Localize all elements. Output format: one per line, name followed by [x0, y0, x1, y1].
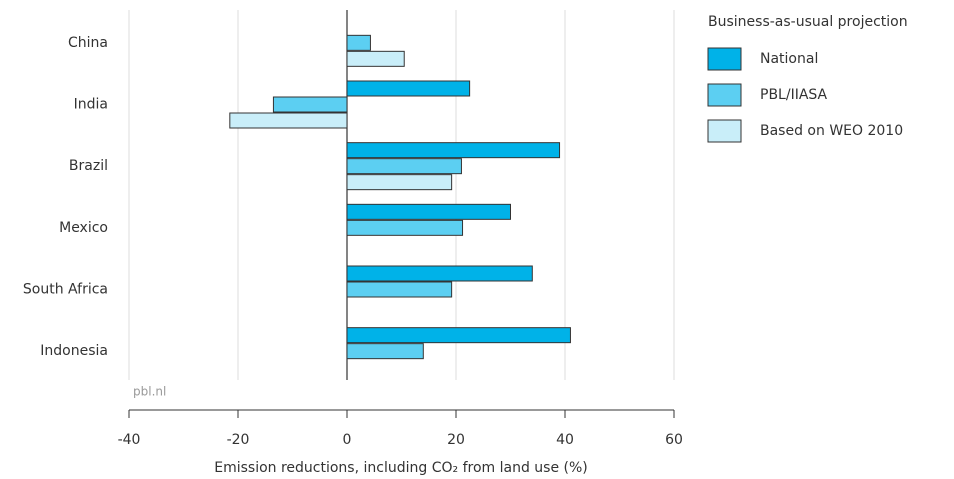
bar [346, 327, 571, 344]
bar [346, 174, 453, 191]
bar [346, 219, 464, 236]
y-tick-label: South Africa [23, 282, 108, 298]
y-tick-label: Indonesia [40, 343, 108, 359]
x-tick-label: 60 [665, 432, 683, 448]
bar [346, 203, 511, 220]
bar [346, 80, 471, 97]
bar [346, 281, 453, 298]
x-tick-label: -20 [227, 432, 250, 448]
legend-label: PBL/IIASA [760, 87, 828, 103]
bar [346, 50, 405, 67]
bar [346, 343, 424, 360]
bar [346, 142, 561, 159]
source: pbl.nl [133, 385, 166, 399]
bar [229, 112, 348, 129]
y-tick-label: Brazil [69, 158, 108, 174]
legend-label: Based on WEO 2010 [760, 123, 903, 139]
legend-swatch [707, 119, 742, 143]
x-tick-label: -40 [118, 432, 141, 448]
y-tick-label: China [68, 35, 108, 51]
legend-swatch [707, 83, 742, 107]
x-tick-label: 40 [556, 432, 574, 448]
x-tick-label: 20 [447, 432, 465, 448]
y-tick-label: India [74, 97, 108, 113]
x-axis-title: Emission reductions, including CO₂ from … [214, 460, 588, 475]
bar [346, 265, 533, 282]
y-tick-label: Mexico [59, 220, 108, 236]
x-tick-label: 0 [343, 432, 352, 448]
legend-title: Business-as-usual projection [708, 14, 908, 30]
legend-label: National [760, 51, 818, 67]
bar [346, 34, 371, 51]
legend-swatch [707, 47, 742, 71]
bar [272, 96, 348, 113]
bar [346, 158, 462, 175]
